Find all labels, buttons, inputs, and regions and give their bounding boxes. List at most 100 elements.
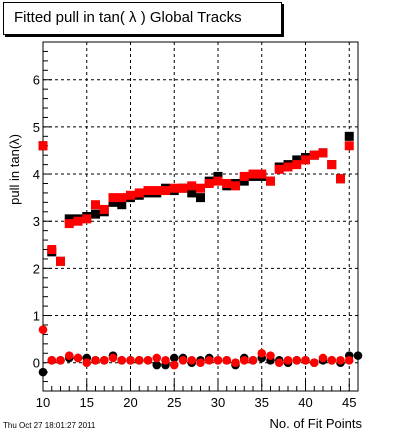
square-marker bbox=[108, 193, 118, 203]
y-tick-label: 3 bbox=[33, 214, 40, 229]
circle-marker bbox=[56, 356, 65, 365]
x-tick-label: 30 bbox=[211, 395, 225, 410]
circle-marker bbox=[99, 356, 109, 365]
square-marker bbox=[318, 148, 328, 158]
y-tick-label: 4 bbox=[33, 167, 40, 182]
circle-marker bbox=[336, 356, 345, 365]
y-tick-label: 5 bbox=[33, 120, 40, 135]
circle-marker bbox=[266, 351, 275, 360]
circle-marker bbox=[344, 356, 354, 365]
x-tick-label: 10 bbox=[36, 395, 50, 410]
square-marker bbox=[178, 183, 188, 193]
square-marker bbox=[187, 181, 197, 191]
square-marker bbox=[213, 176, 223, 186]
circle-marker bbox=[169, 360, 179, 370]
square-marker bbox=[248, 169, 258, 179]
circle-marker bbox=[204, 356, 214, 365]
circle-marker bbox=[73, 353, 83, 363]
square-marker bbox=[204, 178, 214, 188]
y-axis-label: pull in tan(λ) bbox=[7, 134, 22, 205]
circle-marker bbox=[327, 356, 337, 365]
circle-marker bbox=[222, 356, 232, 365]
square-marker bbox=[99, 204, 109, 214]
circle-marker bbox=[38, 367, 48, 377]
circle-marker bbox=[126, 356, 135, 365]
circle-marker bbox=[292, 356, 302, 365]
square-marker bbox=[82, 214, 92, 224]
circle-marker bbox=[64, 351, 74, 360]
circle-marker bbox=[117, 356, 127, 365]
circle-marker bbox=[152, 353, 162, 363]
circle-marker bbox=[309, 358, 319, 368]
circle-marker bbox=[143, 356, 153, 365]
y-tick-label: 1 bbox=[33, 309, 40, 324]
square-marker bbox=[47, 245, 57, 255]
chart-title: Fitted pull in tan( λ ) Global Tracks bbox=[14, 9, 242, 26]
circle-marker bbox=[161, 356, 170, 365]
circle-marker bbox=[47, 356, 57, 365]
square-marker bbox=[161, 186, 170, 196]
square-marker bbox=[91, 209, 100, 219]
square-marker bbox=[152, 186, 162, 196]
square-marker bbox=[239, 171, 249, 181]
square-marker bbox=[108, 197, 118, 207]
square-marker bbox=[169, 183, 179, 193]
square-marker bbox=[196, 193, 205, 203]
y-tick-label: 0 bbox=[33, 356, 40, 371]
circle-marker bbox=[169, 353, 179, 363]
square-marker bbox=[231, 181, 240, 191]
square-marker bbox=[274, 164, 284, 174]
x-tick-label: 25 bbox=[167, 395, 181, 410]
square-marker bbox=[292, 160, 302, 170]
square-marker bbox=[126, 190, 135, 200]
circle-marker bbox=[301, 356, 310, 365]
circle-marker bbox=[248, 356, 258, 365]
square-marker bbox=[344, 141, 354, 151]
x-axis-label: No. of Fit Points bbox=[270, 416, 363, 431]
square-marker bbox=[309, 150, 319, 160]
square-marker bbox=[38, 141, 48, 151]
square-marker bbox=[91, 200, 100, 210]
square-marker bbox=[73, 216, 83, 226]
square-marker bbox=[344, 131, 354, 141]
square-marker bbox=[327, 160, 337, 170]
square-marker bbox=[134, 188, 144, 198]
circle-marker bbox=[239, 356, 249, 365]
circle-marker bbox=[257, 348, 267, 358]
circle-marker bbox=[196, 358, 205, 368]
y-tick-label: 6 bbox=[33, 73, 40, 88]
x-tick-label: 40 bbox=[298, 395, 312, 410]
square-marker bbox=[64, 219, 74, 229]
circle-marker bbox=[231, 358, 240, 368]
circle-marker bbox=[318, 353, 328, 363]
circle-marker bbox=[38, 325, 48, 334]
title-box: Fitted pull in tan( λ ) Global Tracks bbox=[3, 2, 282, 35]
circle-marker bbox=[152, 360, 162, 370]
circle-marker bbox=[134, 356, 144, 365]
square-marker bbox=[213, 171, 223, 181]
data-markers bbox=[38, 131, 363, 377]
circle-marker bbox=[213, 356, 223, 365]
circle-marker bbox=[91, 356, 100, 365]
circle-marker bbox=[353, 351, 363, 360]
square-marker bbox=[117, 200, 127, 210]
square-marker bbox=[196, 183, 205, 193]
square-marker bbox=[266, 176, 275, 186]
x-tick-label: 15 bbox=[80, 395, 94, 410]
circle-marker bbox=[274, 358, 284, 368]
x-tick-label: 35 bbox=[255, 395, 269, 410]
circle-marker bbox=[108, 353, 118, 363]
square-marker bbox=[283, 162, 293, 172]
square-marker bbox=[292, 155, 302, 165]
square-marker bbox=[64, 214, 74, 224]
square-marker bbox=[336, 174, 345, 184]
x-tick-label: 45 bbox=[342, 395, 356, 410]
square-marker bbox=[257, 169, 267, 179]
square-marker bbox=[56, 256, 65, 266]
circle-marker bbox=[187, 356, 197, 365]
circle-marker bbox=[82, 358, 92, 368]
square-marker bbox=[187, 188, 197, 198]
square-marker bbox=[239, 176, 249, 186]
